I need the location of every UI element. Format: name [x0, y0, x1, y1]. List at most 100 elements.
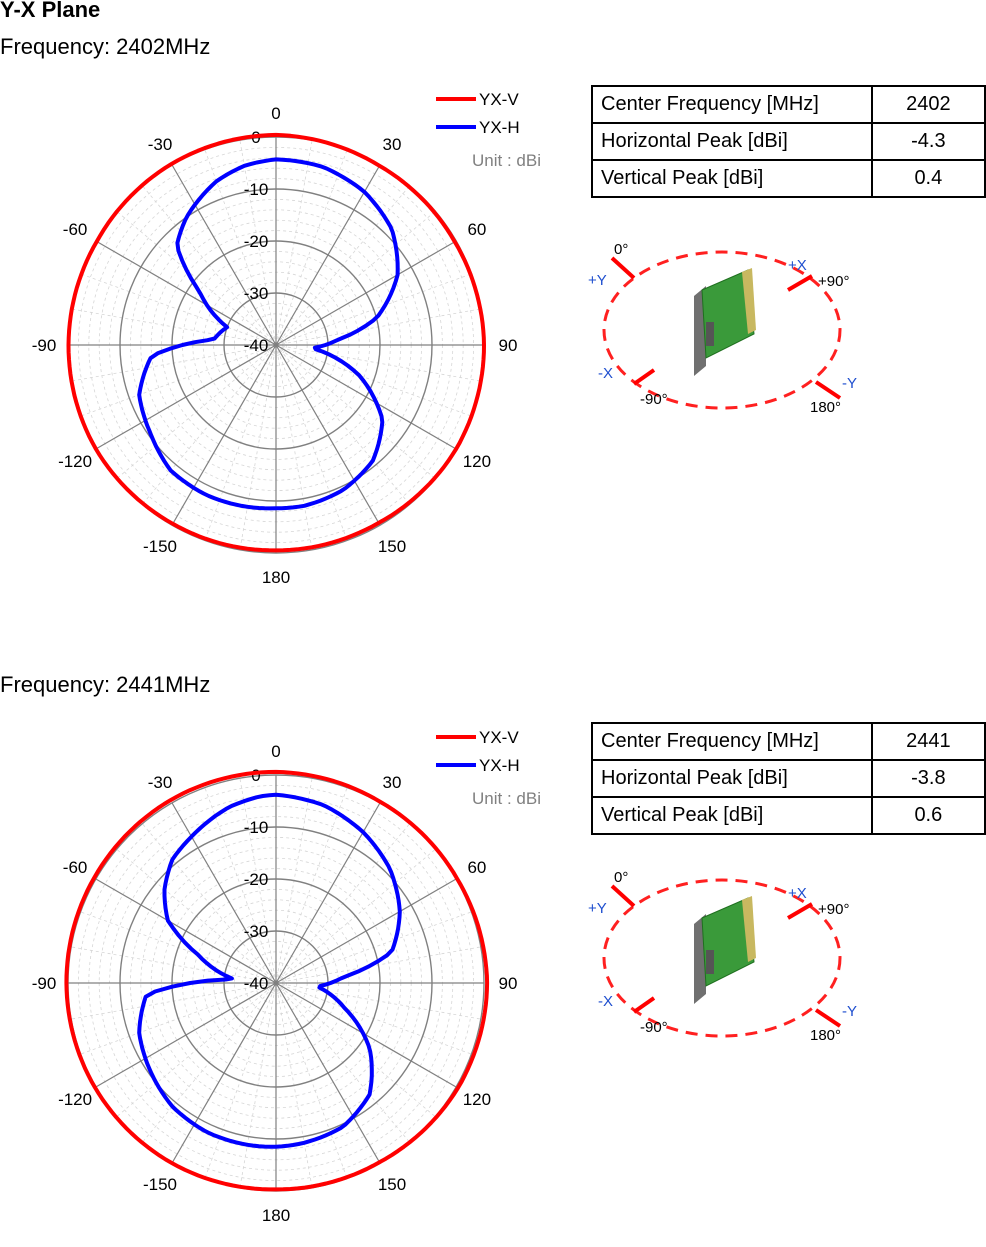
frequency-label: Frequency: 2441MHz: [0, 672, 211, 697]
angle-tick-label: 180: [262, 568, 290, 587]
angle-tick-label: -120: [58, 452, 92, 471]
rotation-ellipse: [602, 878, 842, 1038]
table-cell-value: -4.3: [870, 122, 986, 161]
table-cell-value: -3.8: [870, 759, 986, 798]
major-spoke: [95, 982, 277, 1088]
major-spoke: [95, 240, 277, 346]
series-line-yx-v: [66, 132, 486, 553]
major-spoke: [275, 878, 457, 984]
axis-label-minus-y: -Y: [842, 375, 857, 392]
series-line-yx-h: [137, 157, 400, 511]
table-cell-value: 2402: [870, 85, 986, 124]
angle-tick-label: -90: [32, 974, 57, 993]
angle-tick-label: 180: [262, 1206, 290, 1225]
angle-tick-label: 120: [463, 452, 491, 471]
legend-entry: YX-H: [479, 118, 520, 137]
major-spoke: [275, 240, 457, 346]
table-row: Center Frequency [MHz] 2402: [591, 85, 986, 124]
angle-tick-label: -120: [58, 1090, 92, 1109]
angle-tick-label: 120: [463, 1090, 491, 1109]
table-cell-label: Vertical Peak [dBi]: [591, 796, 873, 835]
angle-tick-label: 90: [499, 974, 518, 993]
marker-zero: [610, 884, 636, 908]
polar-chart: 0 30 60 90 120 150 180 -150 -120 -90 -60 -30 0 -10 -2…: [32, 728, 541, 1225]
marker-plus90: [786, 902, 814, 920]
frequency-label: Frequency: 2402MHz: [0, 34, 211, 59]
axis-label-minus-y: -Y: [842, 1003, 857, 1020]
angle-label-plus90: +90°: [818, 273, 849, 290]
radial-tick-label: -30: [244, 922, 269, 941]
series-line-yx-h: [137, 792, 402, 1149]
axis-label-plus-x: +X: [788, 885, 807, 902]
angle-tick-label: 150: [378, 537, 406, 556]
angle-tick-label: 90: [499, 336, 518, 355]
table-row: Vertical Peak [dBi] 0.4: [591, 159, 986, 198]
major-spoke: [171, 982, 277, 1164]
table-cell-value: 2441: [870, 722, 986, 761]
angle-label-minus90: -90°: [640, 391, 668, 408]
angle-tick-label: 30: [383, 135, 402, 154]
radial-tick-label: -40: [244, 974, 269, 993]
angle-tick-label: 60: [467, 220, 486, 239]
major-spoke: [275, 344, 381, 526]
angle-label-minus90: -90°: [640, 1019, 668, 1036]
summary-table: Center Frequency [MHz] 2402 Horizontal P…: [591, 85, 986, 198]
angle-tick-label: 60: [467, 858, 486, 877]
radial-tick-label: -30: [244, 284, 269, 303]
series-line-yx-v: [64, 769, 490, 1192]
angle-tick-label: -90: [32, 336, 57, 355]
major-spoke: [275, 982, 381, 1164]
major-spoke: [275, 164, 381, 346]
axis-label-plus-y: +Y: [588, 900, 607, 917]
angle-tick-label: -30: [148, 135, 173, 154]
unit-label: Unit : dBi: [472, 151, 541, 170]
major-spoke: [95, 344, 277, 450]
angle-tick-label: -30: [148, 773, 173, 792]
angle-label-zero: 0°: [614, 241, 628, 258]
summary-table: Center Frequency [MHz] 2441 Horizontal P…: [591, 722, 986, 835]
orientation-diagram: 0° +90° -90° 180° +Y +X -X -Y: [588, 241, 857, 416]
angle-tick-label: -60: [63, 220, 88, 239]
major-spoke: [95, 878, 277, 984]
angle-tick-labels: 0 30 60 90 120 150 180 -150 -120 -90 -60 -30: [32, 104, 518, 587]
radial-tick-label: -40: [244, 336, 269, 355]
table-cell-label: Horizontal Peak [dBi]: [591, 759, 873, 798]
table-row: Horizontal Peak [dBi] -4.3: [591, 122, 986, 161]
legend: YX-V YX-H: [436, 728, 520, 775]
table-cell-label: Horizontal Peak [dBi]: [591, 122, 873, 161]
marker-zero: [610, 256, 636, 280]
table-cell-value: 0.4: [870, 159, 986, 198]
radial-tick-label: -20: [244, 870, 269, 889]
radial-tick-labels: 0-10-20-30-40: [244, 128, 269, 355]
marker-minus90: [632, 996, 656, 1014]
angle-tick-label: -150: [143, 1175, 177, 1194]
major-spoke: [171, 164, 277, 346]
axis-label-minus-x: -X: [598, 993, 613, 1010]
marker-180: [814, 380, 842, 400]
angle-tick-label: 150: [378, 1175, 406, 1194]
angle-label-zero: 0°: [614, 869, 628, 886]
major-spoke: [275, 344, 457, 450]
angle-tick-label: -60: [63, 858, 88, 877]
angle-label-plus90: +90°: [818, 901, 849, 918]
table-row: Center Frequency [MHz] 2441: [591, 722, 986, 761]
plane-title: Y-X Plane: [0, 0, 101, 22]
radial-tick-label: -10: [244, 180, 269, 199]
angle-tick-label: -150: [143, 537, 177, 556]
polar-chart: 0 30 60 90 120 150 180 -150 -120 -90 -60 -30 0 -10 -2…: [32, 90, 541, 587]
table-cell-label: Center Frequency [MHz]: [591, 85, 873, 124]
legend: YX-V YX-H: [436, 90, 520, 137]
series-lines: [64, 769, 490, 1192]
module-icon: [694, 268, 756, 376]
table-cell-value: 0.6: [870, 796, 986, 835]
marker-minus90: [632, 368, 656, 386]
table-cell-label: Center Frequency [MHz]: [591, 722, 873, 761]
polar-grid: [67, 774, 485, 1192]
angle-tick-labels: 0 30 60 90 120 150 180 -150 -120 -90 -60 -30: [32, 742, 518, 1225]
major-spoke: [171, 344, 277, 526]
angle-tick-label: 0: [271, 742, 280, 761]
angle-tick-label: 30: [383, 773, 402, 792]
major-spoke: [171, 802, 277, 984]
table-row: Horizontal Peak [dBi] -3.8: [591, 759, 986, 798]
legend-entry: YX-H: [479, 756, 520, 775]
